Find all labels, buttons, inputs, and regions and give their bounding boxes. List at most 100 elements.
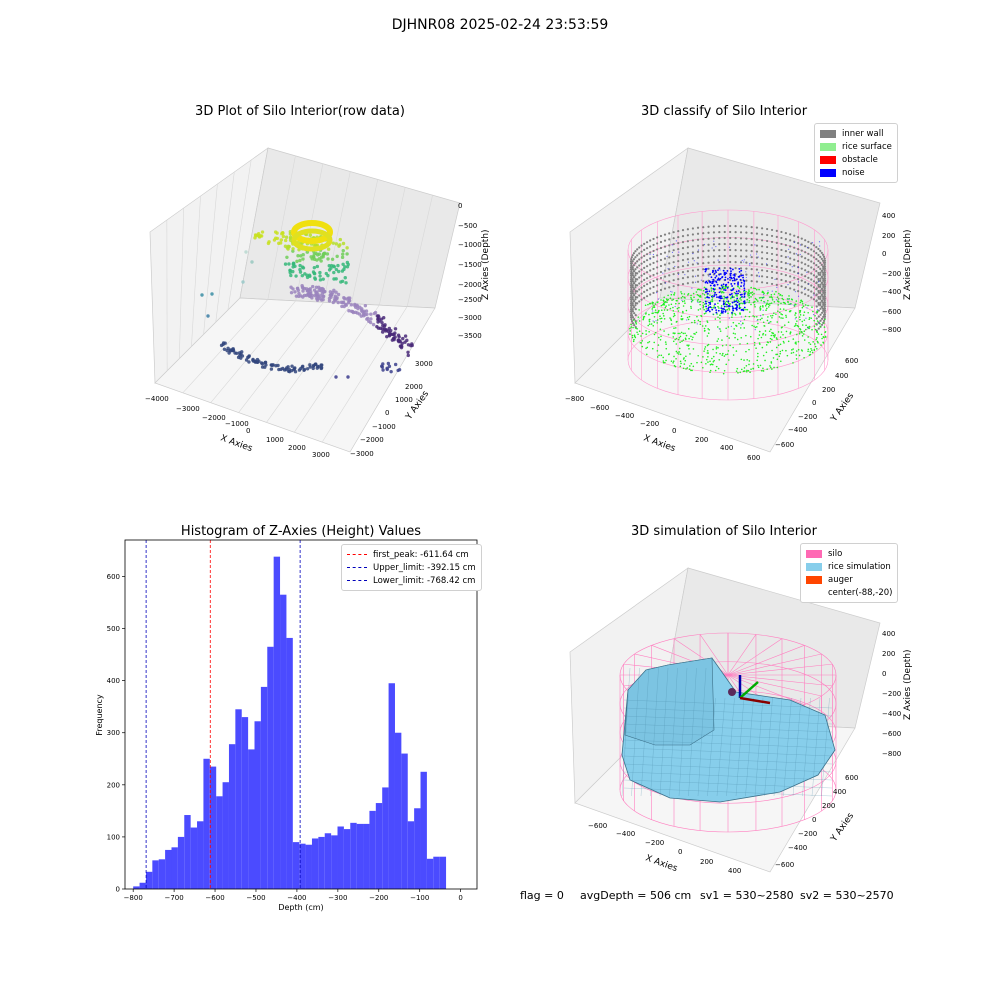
histogram-bar <box>280 594 287 889</box>
legend-item-rice-surface: rice surface <box>820 140 892 153</box>
histogram-bar <box>171 847 178 889</box>
raw-xlabel: X Axies <box>219 433 254 454</box>
histogram-bar <box>235 709 242 889</box>
simulation-ztick: −800 <box>882 750 901 758</box>
histogram-bar <box>267 646 274 889</box>
histogram-ylabel: Frequency <box>95 694 104 736</box>
histogram-bar <box>318 836 325 889</box>
histogram-ytick: 100 <box>107 833 120 841</box>
legend-item-upper-limit: Upper_limit: -392.15 cm <box>347 561 476 574</box>
classify-ztick: −600 <box>882 308 901 316</box>
legend-item-auger: auger <box>806 573 892 586</box>
simulation-ylabel: Y Axies <box>829 811 857 844</box>
legend-item-noise: noise <box>820 166 892 179</box>
raw-3d-plot: −4000 −3000 −2000 −1000 0 1000 2000 3000… <box>145 147 491 459</box>
histogram-bars <box>133 556 447 889</box>
simulation-xtick: 200 <box>700 858 713 866</box>
classify-ztick: 200 <box>882 232 895 240</box>
raw-ztick: −3500 <box>458 332 482 340</box>
classify-xtick: 200 <box>695 436 708 444</box>
simulation-xtick: −400 <box>616 830 635 838</box>
classify-ytick: 400 <box>835 372 848 380</box>
histogram-bar <box>254 721 261 889</box>
simulation-ytick: −600 <box>775 861 794 869</box>
histogram-bar <box>133 886 140 889</box>
classify-xtick: −600 <box>590 404 609 412</box>
classify-xtick: 0 <box>672 427 676 435</box>
raw-floor-pane <box>154 297 436 453</box>
histogram-ytick: 200 <box>107 781 120 789</box>
simulation-legend: silo rice simulation auger center(-88,-2… <box>800 543 899 603</box>
classify-xtick: −800 <box>565 395 584 403</box>
raw-xtick: −3000 <box>176 405 200 413</box>
simulation-xtick: −600 <box>588 822 607 830</box>
classify-legend: inner wall rice surface obstacle noise <box>814 123 898 183</box>
histogram-bar <box>260 686 268 889</box>
simulation-ztick: 200 <box>882 650 895 658</box>
histogram-bar <box>228 744 236 889</box>
legend-item-first-peak: first_peak: -611.64 cm <box>347 548 476 561</box>
classify-ylabel: Y Axies <box>829 391 857 424</box>
histogram-bar <box>184 815 191 889</box>
raw-plot-title: 3D Plot of Silo Interior(row data) <box>195 104 405 119</box>
histogram-bar <box>337 826 344 889</box>
simulation-xtick: 400 <box>728 867 741 875</box>
raw-ylabel: Y Axies <box>404 389 432 422</box>
raw-top-ring <box>291 220 333 244</box>
simulation-ytick: 200 <box>822 802 835 810</box>
raw-ztick: −2000 <box>458 281 482 289</box>
classify-ztick: −200 <box>882 270 901 278</box>
raw-xtick: −4000 <box>145 395 169 403</box>
center-axis-y <box>739 681 759 699</box>
histogram-bar <box>216 796 223 889</box>
status-sv2: sv2 = 530~2570 <box>800 889 894 902</box>
histogram-bar <box>305 844 312 889</box>
classify-zlabel: Z Axies (Depth) <box>903 229 913 300</box>
classify-ztick: −400 <box>882 288 901 296</box>
legend-item-inner-wall: inner wall <box>820 127 892 140</box>
status-avg-depth: avgDepth = 506 cm <box>580 889 692 902</box>
classify-ytick: 600 <box>845 357 858 365</box>
histogram-xtick: 0 <box>458 894 462 902</box>
histogram-bar <box>203 758 210 889</box>
histogram-bar <box>152 860 159 889</box>
histogram-xtick: −700 <box>164 894 183 902</box>
classify-xlabel: X Axies <box>642 433 677 454</box>
histogram-bar <box>343 829 351 889</box>
histogram-bar <box>363 823 370 889</box>
histogram-xtick: −300 <box>328 894 347 902</box>
simulation-3d-plot: −600 −400 −200 0 200 400 600 400 200 0 −… <box>569 567 913 875</box>
histogram-bar <box>273 556 281 889</box>
histogram-bar <box>190 827 198 889</box>
simulation-ztick: 0 <box>882 670 886 678</box>
raw-ytick: 2000 <box>405 383 423 391</box>
histogram-chart: −800 −700 −600 −500 −400 −300 −200 −100 0 0 100 20… <box>95 539 478 912</box>
raw-xtick: −2000 <box>202 414 226 422</box>
legend-item-lower-limit: Lower_limit: -768.42 cm <box>347 574 476 587</box>
status-sv1: sv1 = 530~2580 <box>700 889 794 902</box>
histogram-bar <box>324 833 332 889</box>
histogram-bar <box>197 821 204 889</box>
histogram-bar <box>209 766 217 889</box>
simulation-xtick: 0 <box>678 848 682 856</box>
classify-ztick: −800 <box>882 326 901 334</box>
classify-silo-wireframe <box>627 209 829 401</box>
simulation-xtick: −200 <box>645 839 664 847</box>
raw-ytick: −1000 <box>372 423 396 431</box>
histogram-title: Histogram of Z-Axies (Height) Values <box>180 524 422 539</box>
histogram-bar <box>165 849 172 889</box>
raw-ztick: −500 <box>458 222 477 230</box>
legend-item-rice-simulation: rice simulation <box>806 560 892 573</box>
raw-ytick: 0 <box>385 409 389 417</box>
histogram-bar <box>248 749 255 889</box>
raw-ztick: −1000 <box>458 241 482 249</box>
classify-xtick: 600 <box>747 454 760 462</box>
raw-ztick: −1500 <box>458 261 482 269</box>
raw-xtick: 3000 <box>312 451 330 459</box>
histogram-xtick: −100 <box>410 894 429 902</box>
raw-ytick: 3000 <box>415 360 433 368</box>
histogram-ytick: 500 <box>107 625 120 633</box>
histogram-bar <box>433 856 440 889</box>
raw-zlabel: Z Axies (Depth) <box>481 229 491 300</box>
histogram-bar <box>375 803 383 889</box>
